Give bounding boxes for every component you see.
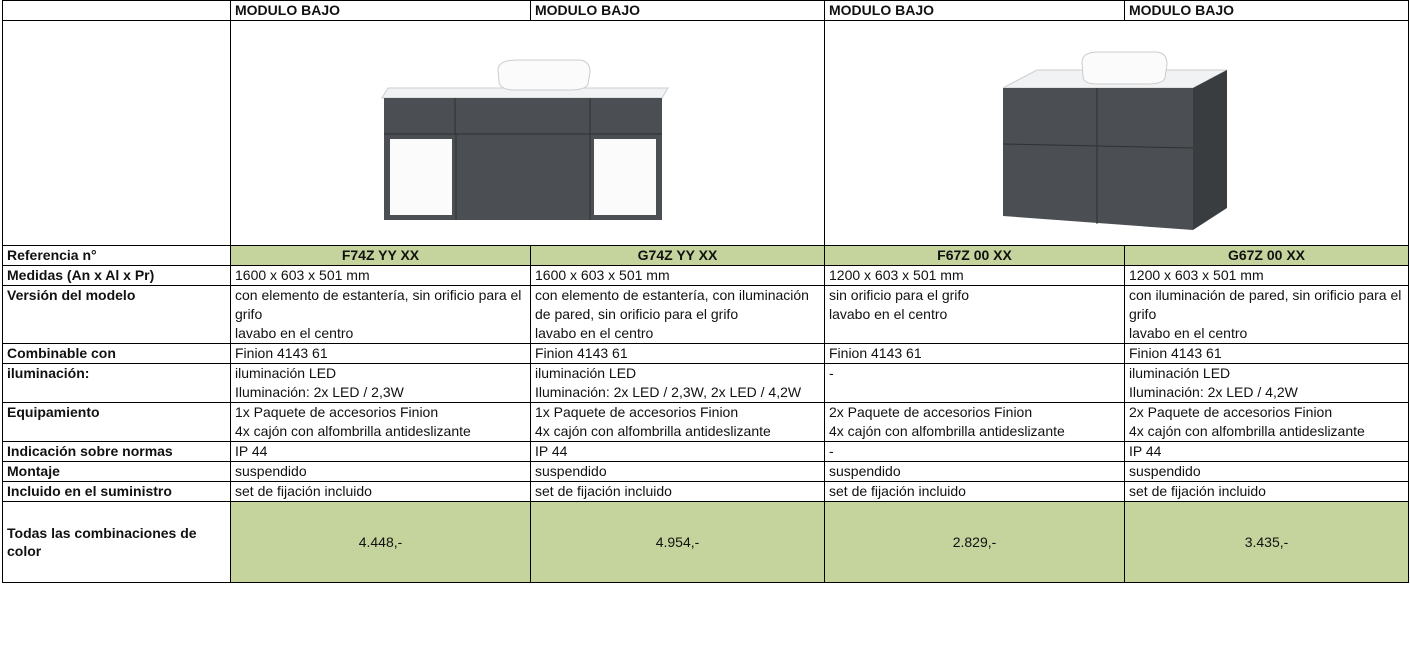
row-label: Equipamiento <box>2 402 231 442</box>
table-cell: 2x Paquete de accesorios Finion 4x cajón… <box>1124 402 1409 442</box>
header-row: MODULO BAJO MODULO BAJO MODULO BAJO MODU… <box>2 0 1409 21</box>
table-cell: Finion 4143 61 <box>530 343 825 364</box>
table-row: Referencia n° F74Z YY XX G74Z YY XX F67Z 00… <box>2 245 1409 266</box>
table-cell: 4.448,- <box>230 501 531 583</box>
table-cell: IP 44 <box>230 441 531 462</box>
image-cell <box>230 20 825 246</box>
table-body: MODULO BAJO MODULO BAJO MODULO BAJO MODU… <box>2 0 1409 583</box>
row-label: Indicación sobre normas <box>2 441 231 462</box>
table-cell: iluminación LED Iluminación: 2x LED / 4,… <box>1124 363 1409 403</box>
table-cell: set de fijación incluido <box>230 481 531 502</box>
table-cell: suspendido <box>230 461 531 482</box>
table-row: iluminación: iluminación LED Iluminación:… <box>2 363 1409 403</box>
table-cell: suspendido <box>1124 461 1409 482</box>
column-header: MODULO BAJO <box>230 0 531 21</box>
table-row: Combinable con Finion 4143 61 Finion 4143 … <box>2 343 1409 364</box>
table-row: Incluido en el suministro set de fijación… <box>2 481 1409 502</box>
row-label: Incluido en el suministro <box>2 481 231 502</box>
table-cell: 2x Paquete de accesorios Finion 4x cajón… <box>824 402 1125 442</box>
table-cell: set de fijación incluido <box>824 481 1125 502</box>
table-cell: 1600 x 603 x 501 mm <box>530 265 825 286</box>
spec-table: MODULO BAJO MODULO BAJO MODULO BAJO MODU… <box>2 0 1409 583</box>
table-cell: con elemento de estantería, con iluminac… <box>530 285 825 344</box>
image-row <box>2 20 1409 246</box>
table-cell: suspendido <box>824 461 1125 482</box>
table-cell: - <box>824 441 1125 462</box>
table-cell: 4.954,- <box>530 501 825 583</box>
table-row: Equipamiento 1x Paquete de accesorios Fin… <box>2 402 1409 442</box>
table-row: Todas las combinaciones de color 4.448,- 4… <box>2 501 1409 583</box>
table-cell: iluminación LED Iluminación: 2x LED / 2,… <box>530 363 825 403</box>
row-label: Combinable con <box>2 343 231 364</box>
image-cell <box>824 20 1409 246</box>
table-cell: F74Z YY XX <box>230 245 531 266</box>
table-cell: - <box>824 363 1125 403</box>
table-cell: con elemento de estantería, sin orificio… <box>230 285 531 344</box>
table-row: Montaje suspendido suspendido suspendido sus… <box>2 461 1409 482</box>
row-label: Referencia n° <box>2 245 231 266</box>
table-cell: 1200 x 603 x 501 mm <box>1124 265 1409 286</box>
corner-cell <box>2 0 231 21</box>
table-cell: 1x Paquete de accesorios Finion 4x cajón… <box>230 402 531 442</box>
cabinet-image <box>1002 51 1227 230</box>
table-cell: iluminación LED Iluminación: 2x LED / 2,… <box>230 363 531 403</box>
row-label: Medidas (An x Al x Pr) <box>2 265 231 286</box>
column-header: MODULO BAJO <box>530 0 825 21</box>
table-cell: 1x Paquete de accesorios Finion 4x cajón… <box>530 402 825 442</box>
row-label: Todas las combinaciones de color <box>2 501 231 583</box>
table-cell: Finion 4143 61 <box>230 343 531 364</box>
table-cell: IP 44 <box>1124 441 1409 462</box>
table-cell: 3.435,- <box>1124 501 1409 583</box>
empty-cell <box>2 20 231 246</box>
table-cell: G67Z 00 XX <box>1124 245 1409 266</box>
table-row: Medidas (An x Al x Pr) 1600 x 603 x 501 m… <box>2 265 1409 286</box>
table-row: Indicación sobre normas IP 44 IP 44- IP 44 <box>2 441 1409 462</box>
table-cell: suspendido <box>530 461 825 482</box>
table-cell: 1600 x 603 x 501 mm <box>230 265 531 286</box>
row-label: iluminación: <box>2 363 231 403</box>
table-cell: 1200 x 603 x 501 mm <box>824 265 1125 286</box>
table-cell: Finion 4143 61 <box>824 343 1125 364</box>
table-cell: Finion 4143 61 <box>1124 343 1409 364</box>
table-cell: F67Z 00 XX <box>824 245 1125 266</box>
cabinet-image <box>380 59 669 220</box>
table-cell: con iluminación de pared, sin orificio p… <box>1124 285 1409 344</box>
table-cell: sin orificio para el grifo lavabo en el … <box>824 285 1125 344</box>
column-header: MODULO BAJO <box>824 0 1125 21</box>
table-cell: set de fijación incluido <box>530 481 825 502</box>
table-cell: 2.829,- <box>824 501 1125 583</box>
column-header: MODULO BAJO <box>1124 0 1409 21</box>
row-label: Montaje <box>2 461 231 482</box>
table-cell: G74Z YY XX <box>530 245 825 266</box>
table-row: Versión del modelo con elemento de estant… <box>2 285 1409 344</box>
row-label: Versión del modelo <box>2 285 231 344</box>
table-cell: IP 44 <box>530 441 825 462</box>
table-cell: set de fijación incluido <box>1124 481 1409 502</box>
